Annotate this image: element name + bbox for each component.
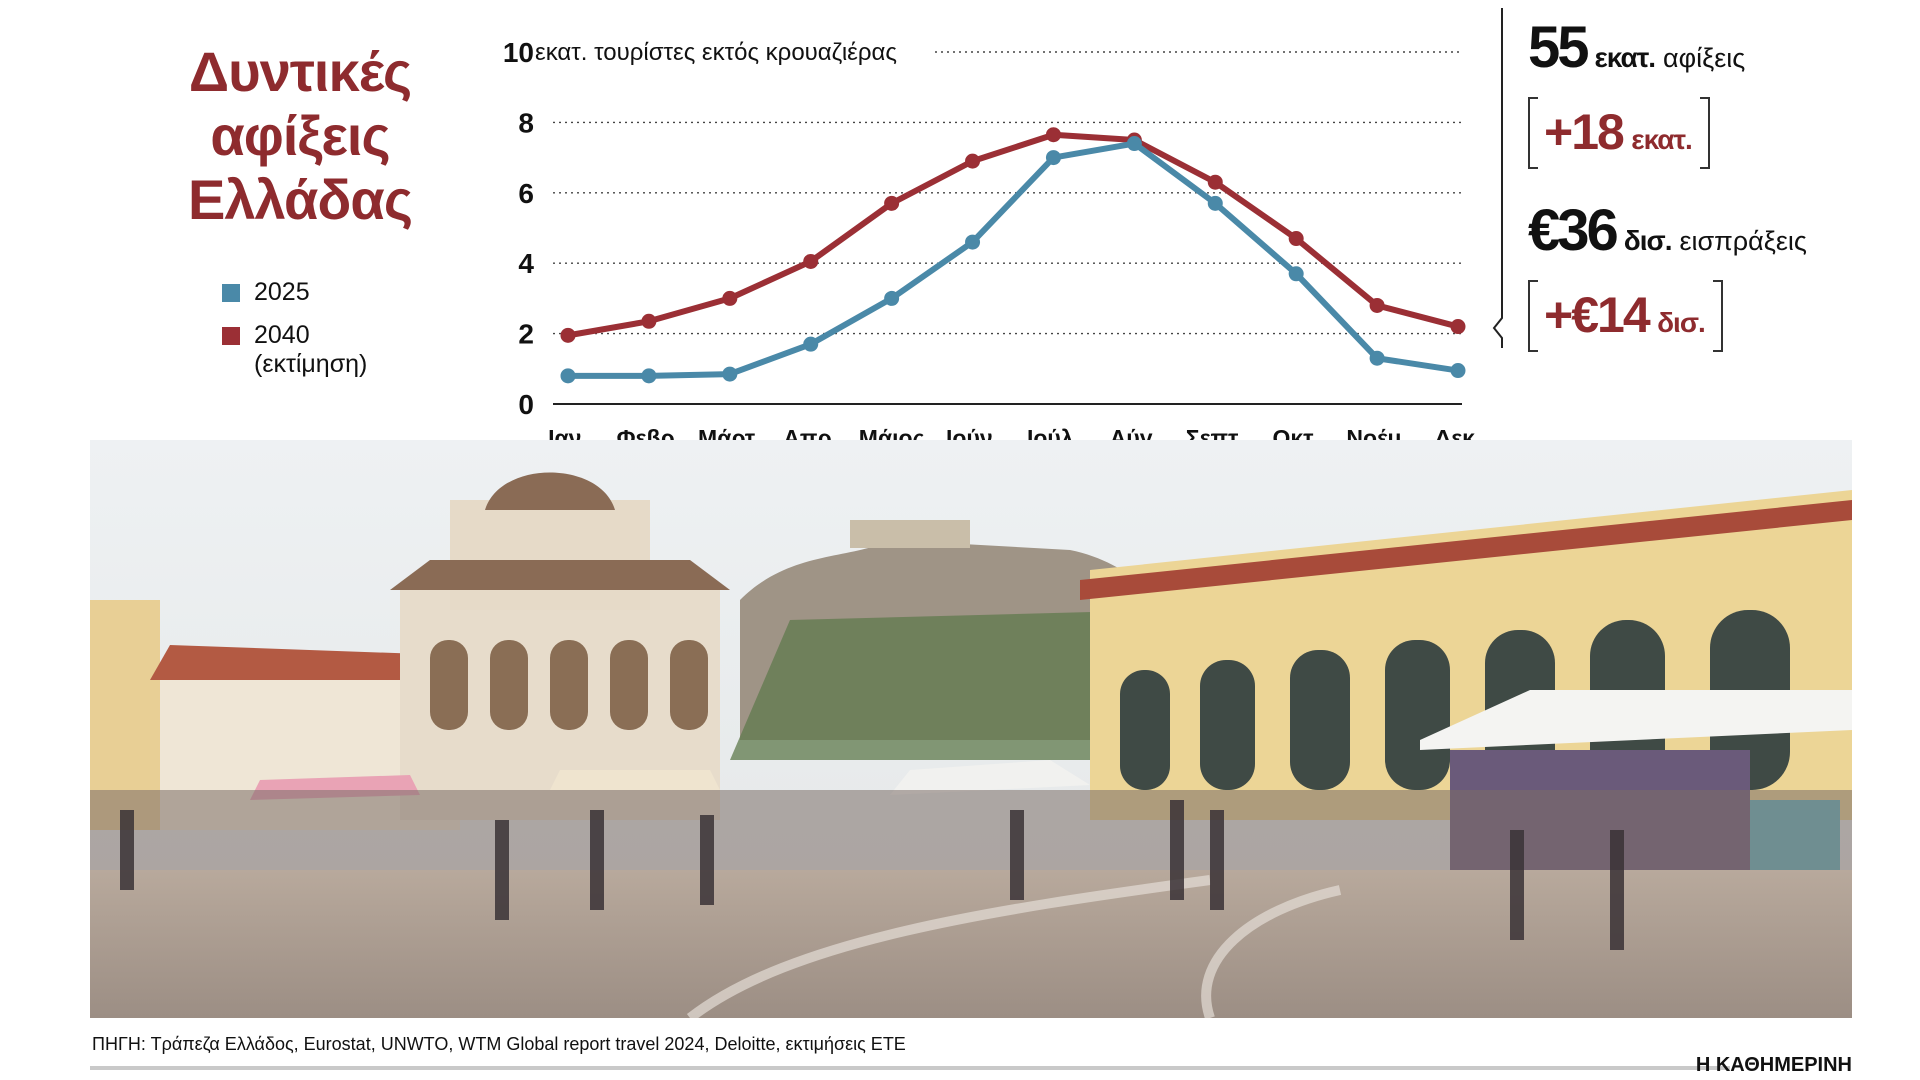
- legend-sublabel-2040: (εκτίμηση): [254, 350, 368, 378]
- y-tick-2: 2: [518, 319, 534, 350]
- point-2040-11: [1450, 319, 1466, 335]
- point-2040-4: [884, 195, 900, 211]
- bottom-rule: [90, 1066, 1730, 1070]
- revenue-delta-box: +€14 δισ.: [1528, 280, 1723, 352]
- y-tick-6: 6: [518, 178, 534, 209]
- point-2040-3: [803, 253, 819, 269]
- point-2025-9: [1288, 266, 1304, 282]
- point-2025-2: [722, 366, 738, 382]
- point-2025-6: [1045, 150, 1061, 166]
- legend-swatch-2040: [222, 327, 240, 345]
- revenue-unit: δισ.: [1623, 225, 1673, 256]
- legend-text-2040: 2040 (εκτίμηση): [254, 321, 367, 379]
- series-lines: [560, 127, 1466, 384]
- title-line-2: αφίξεις: [210, 104, 390, 167]
- chart-title: Δυντικές αφίξεις Ελλάδας: [140, 40, 460, 232]
- arrivals-unit: εκατ.: [1594, 42, 1656, 73]
- series-line-2025: [568, 140, 1459, 379]
- gridlines: [553, 51, 1462, 405]
- revenue-delta-unit: δισ.: [1657, 307, 1706, 338]
- legend-item-2040: 2040 (εκτίμηση): [222, 321, 367, 379]
- legend-label-2040: 2040: [254, 321, 310, 349]
- stat-arrivals: 55 εκατ. αφίξεις: [1528, 14, 1920, 81]
- title-line-3: Ελλάδας: [188, 168, 413, 231]
- arrivals-delta-box: +18 εκατ.: [1528, 97, 1710, 169]
- y-tick-labels: 0 2 4 6 8 10: [503, 37, 535, 420]
- series-line-2040: [567, 131, 1459, 339]
- point-2040-0: [560, 327, 576, 343]
- photo-illustration: [90, 440, 1852, 1018]
- stats-panel: 55 εκατ. αφίξεις +18 εκατ. €36 δισ. εισπ…: [1528, 14, 1920, 352]
- arrivals-value: 55: [1528, 15, 1589, 80]
- point-2040-6: [1045, 127, 1061, 143]
- point-2025-10: [1369, 350, 1385, 366]
- y-tick-4: 4: [518, 248, 534, 279]
- source-note: ΠΗΓΗ: Τράπεζα Ελλάδος, Eurostat, UNWTO, …: [92, 1034, 906, 1054]
- arrivals-label: αφίξεις: [1662, 43, 1746, 73]
- point-2025-8: [1207, 195, 1223, 211]
- revenue-delta-number: +€14: [1544, 287, 1651, 343]
- revenue-label: εισπράξεις: [1679, 226, 1807, 256]
- arrivals-delta-unit: εκατ.: [1631, 124, 1692, 155]
- point-2040-10: [1369, 297, 1385, 313]
- point-2040-1: [641, 313, 657, 329]
- point-2025-3: [803, 336, 819, 352]
- legend: 2025 2040 (εκτίμηση): [222, 278, 367, 393]
- legend-item-2025: 2025: [222, 278, 367, 307]
- point-2040-9: [1288, 231, 1304, 247]
- point-2025-0: [560, 368, 576, 384]
- revenue-value: €36: [1528, 198, 1619, 263]
- y-tick-0: 0: [518, 389, 534, 420]
- brace-icon: [1492, 8, 1503, 348]
- point-2025-5: [965, 234, 981, 250]
- stat-revenue: €36 δισ. εισπράξεις: [1528, 197, 1920, 264]
- brand-logo: Η ΚΑΘΗΜΕΡΙΝΗ: [1695, 1054, 1852, 1076]
- point-2040-2: [722, 290, 738, 306]
- point-2025-4: [884, 290, 900, 306]
- y-axis-label: εκατ. τουρίστες εκτός κρουαζιέρας: [535, 39, 897, 66]
- legend-label-2025: 2025: [254, 278, 310, 306]
- monastiraki-square-photo: [90, 440, 1852, 1018]
- point-2025-1: [641, 368, 657, 384]
- point-2040-5: [965, 153, 981, 169]
- y-tick-10: 10: [503, 37, 534, 68]
- arrivals-delta-number: +18: [1544, 104, 1625, 160]
- legend-swatch-2025: [222, 284, 240, 302]
- y-tick-8: 8: [518, 107, 534, 138]
- title-line-1: Δυντικές: [188, 40, 412, 103]
- point-2025-7: [1126, 136, 1142, 152]
- line-chart: 0 2 4 6 8 10 εκατ. τουρίστες εκτός κρουαζιέρα…: [503, 37, 1481, 451]
- point-2025-11: [1450, 363, 1466, 379]
- point-2040-8: [1207, 174, 1223, 190]
